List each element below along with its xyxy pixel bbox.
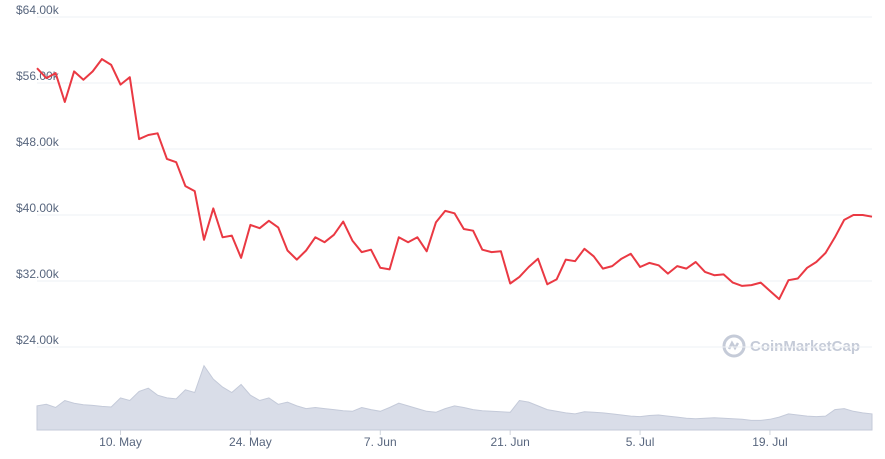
watermark: CoinMarketCap — [750, 338, 860, 355]
x-tick-label: 19. Jul — [752, 435, 787, 449]
y-tick-label: $56.00k — [16, 69, 60, 83]
x-tick-label: 24. May — [229, 435, 272, 449]
y-tick-label: $64.00k — [16, 3, 60, 17]
x-tick-label: 7. Jun — [364, 435, 397, 449]
x-tick-label: 5. Jul — [626, 435, 655, 449]
y-tick-label: $32.00k — [16, 267, 60, 281]
x-tick-label: 10. May — [99, 435, 142, 449]
y-tick-label: $48.00k — [16, 135, 60, 149]
y-tick-label: $24.00k — [16, 333, 60, 347]
volume-area — [36, 364, 873, 431]
x-tick-label: 21. Jun — [490, 435, 529, 449]
watermark-logo — [722, 334, 746, 358]
y-tick-label: $40.00k — [16, 201, 60, 215]
price-line — [36, 58, 873, 301]
